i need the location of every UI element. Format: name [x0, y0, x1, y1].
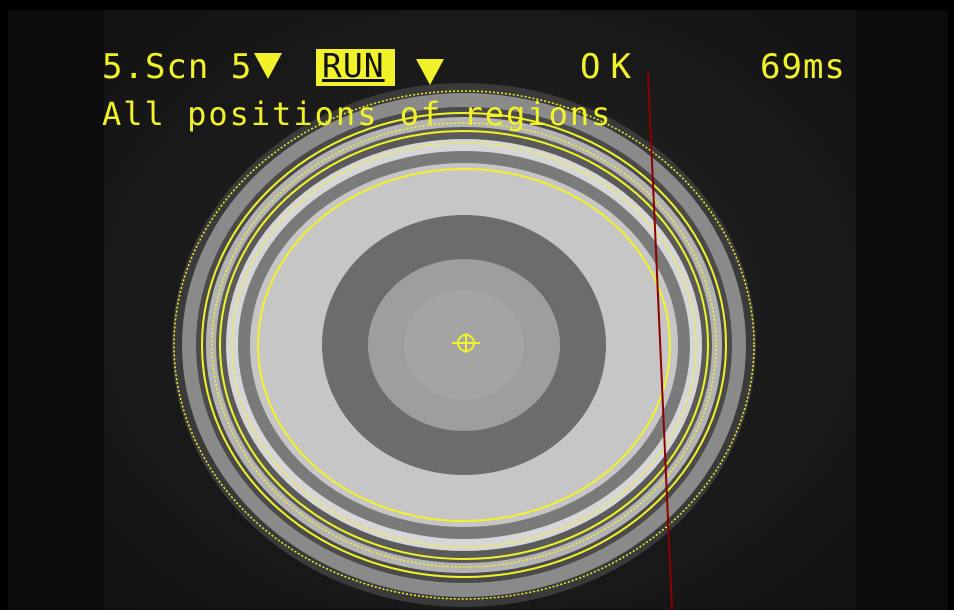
triangle-down-icon[interactable]: [416, 59, 444, 85]
triangle-down-icon[interactable]: [254, 53, 283, 79]
mode-dropdown[interactable]: [414, 56, 446, 90]
reference-line: [647, 71, 673, 609]
camera-image: [104, 10, 856, 609]
mode-badge[interactable]: RUN: [316, 48, 395, 86]
inspected-part-image: [104, 10, 856, 609]
region-outlines: [173, 90, 755, 600]
scene-label: 5.Scn 5: [102, 47, 253, 87]
processing-time: 69ms: [760, 47, 846, 87]
crosshair-icon: [452, 333, 480, 353]
judgement-result: OK: [580, 47, 641, 87]
display-caption: All positions of regions: [102, 95, 613, 133]
scene-selector[interactable]: 5.Scn 5: [102, 50, 284, 84]
